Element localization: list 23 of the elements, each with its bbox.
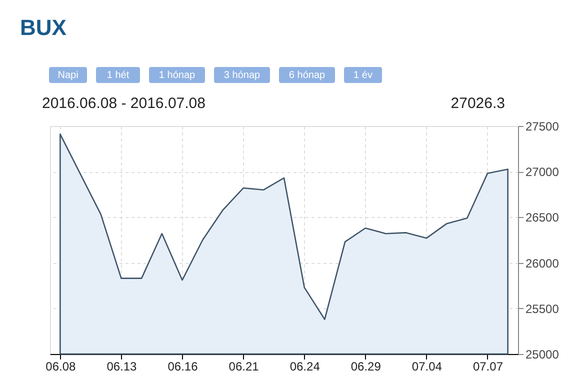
x-tick-label: 06.21 xyxy=(228,360,260,374)
y-tick-label: 25500 xyxy=(526,302,560,316)
text: Napi xyxy=(58,70,78,81)
x-tick-label: 07.07 xyxy=(472,360,504,374)
y-tick-label: 25000 xyxy=(526,348,560,362)
text: 1 hónap xyxy=(158,70,196,81)
x-tick-label: 06.24 xyxy=(290,360,320,374)
text: 1 év xyxy=(354,70,372,81)
y-tick-label: 26000 xyxy=(526,256,560,270)
y-tick-label: 27000 xyxy=(526,165,560,180)
y-tick-label: 27500 xyxy=(526,120,560,134)
x-tick-label: 07.04 xyxy=(412,360,442,374)
text: 1 hét xyxy=(106,70,130,81)
x-tick-label: 06.16 xyxy=(168,360,198,374)
chart-subtitle: 2016.06.08 - 2016.07.08 xyxy=(42,95,206,112)
x-tick-label: 06.29 xyxy=(350,360,382,374)
text: 27026.3 xyxy=(450,95,505,112)
x-tick-label: 06.08 xyxy=(46,360,76,374)
text: 6 hónap xyxy=(288,70,326,81)
text: 3 hónap xyxy=(224,70,261,81)
y-tick-label: 26500 xyxy=(526,210,560,225)
chart-title: BUX xyxy=(20,15,67,40)
x-tick-label: 06.13 xyxy=(106,360,138,374)
